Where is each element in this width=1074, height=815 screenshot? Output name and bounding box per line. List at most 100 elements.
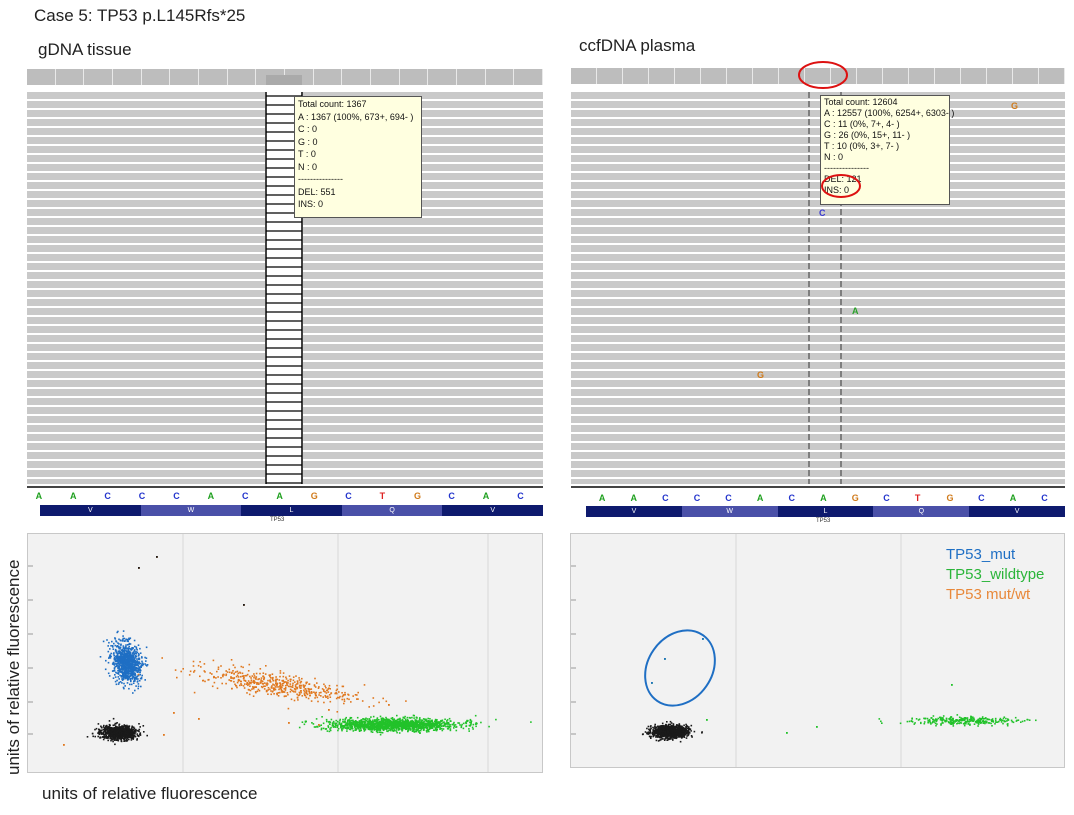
right-droplet-scatter xyxy=(571,534,1037,767)
amino-acid-block: V xyxy=(442,505,543,516)
sequence-base: G xyxy=(946,493,954,503)
sequence-base: G xyxy=(414,491,422,501)
coverage-segment xyxy=(342,69,371,85)
sequence-base: A xyxy=(207,491,215,501)
legend-item-mutwt: TP53 mut/wt xyxy=(946,586,1031,603)
sequence-base: A xyxy=(756,493,764,503)
tooltip-line: T : 10 (0%, 3+, 7- ) xyxy=(824,141,900,151)
coverage-dip xyxy=(266,75,302,85)
sequence-base: C xyxy=(662,493,669,503)
right-divider xyxy=(571,486,1065,488)
amino-acid-block: V xyxy=(969,506,1065,517)
figure-title: Case 5: TP53 p.L145Rfs*25 xyxy=(34,6,246,25)
amino-acid-block: V xyxy=(586,506,682,517)
x-axis-label: units of relative fluorescence xyxy=(42,784,258,803)
mutant-droplet-cluster xyxy=(99,630,149,694)
right-mismatch-base-4: G xyxy=(757,370,765,380)
coverage-segment xyxy=(701,68,727,84)
right-coverage-highlight-circle xyxy=(798,61,848,89)
sequence-base: C xyxy=(1041,493,1048,503)
amino-acid-block: W xyxy=(140,505,242,516)
coverage-segment xyxy=(675,68,701,84)
right-read-alignment-area xyxy=(571,92,1065,484)
right-panel-title: ccfDNA plasma xyxy=(579,36,696,55)
coverage-segment xyxy=(428,69,457,85)
right-deletion-highlight-circle xyxy=(821,174,861,198)
mutant-droplet-highlight-ellipse xyxy=(644,629,716,707)
wildtype-droplet-cluster xyxy=(878,714,1037,727)
coverage-segment xyxy=(84,69,113,85)
sequence-base: C xyxy=(104,491,111,501)
stray-droplets xyxy=(651,638,953,734)
tooltip-line: N : 0 xyxy=(824,152,844,162)
coverage-segment xyxy=(313,69,343,85)
coverage-segment xyxy=(831,68,857,84)
sequence-base: A xyxy=(820,493,827,503)
sequence-base: T xyxy=(379,491,386,501)
right-coverage-track xyxy=(571,68,1065,84)
coverage-segment xyxy=(457,69,486,85)
tooltip-line: Total count: 12604 xyxy=(824,97,898,107)
coverage-segment xyxy=(371,69,400,85)
amino-acid-block: V xyxy=(40,505,141,516)
mutwt-droplet-cluster xyxy=(137,657,407,713)
coverage-segment xyxy=(857,68,883,84)
coverage-segment xyxy=(485,69,515,85)
sequence-base: C xyxy=(242,491,249,501)
right-base-count-tooltip: Total count: 12604 A : 12557 (100%, 6254+… xyxy=(820,95,955,205)
tooltip-line: A : 12557 (100%, 6254+, 6303- ) xyxy=(824,108,955,118)
left-droplet-scatter xyxy=(28,534,532,772)
right-gene-label: TP53 xyxy=(816,518,831,524)
right-droplet-plot xyxy=(570,533,1065,768)
sequence-base: C xyxy=(517,491,524,501)
sequence-base: A xyxy=(482,491,490,501)
coverage-segment xyxy=(753,68,779,84)
left-base-count-tooltip: Total count: 1367 A : 1367 (100%, 673+, 6… xyxy=(294,96,422,218)
coverage-segment xyxy=(199,69,228,85)
amino-acid-block: Q xyxy=(341,505,443,516)
coverage-segment xyxy=(779,68,805,84)
tooltip-line: T : 0 xyxy=(298,149,316,159)
sequence-base: A xyxy=(35,491,43,501)
coverage-segment xyxy=(805,68,831,84)
sequence-base: A xyxy=(598,493,606,503)
tooltip-line: G : 26 (0%, 15+, 11- ) xyxy=(824,130,911,140)
tooltip-line: INS: 0 xyxy=(298,199,324,209)
left-coverage-track xyxy=(27,69,543,85)
left-divider xyxy=(27,486,543,488)
negative-droplet-cluster xyxy=(86,717,148,746)
sequence-base: A xyxy=(70,491,77,501)
sequence-base: C xyxy=(883,493,890,503)
sequence-base: C xyxy=(693,493,701,503)
sequence-base: A xyxy=(1009,493,1017,503)
sequence-base: G xyxy=(310,491,318,501)
coverage-segment xyxy=(113,69,142,85)
left-gene-label: TP53 xyxy=(270,517,285,523)
amino-acid-block: Q xyxy=(873,506,970,517)
legend-item-wildtype: TP53_wildtype xyxy=(946,566,1045,583)
tooltip-line: --------------- xyxy=(298,174,343,184)
sequence-base: T xyxy=(914,493,921,503)
droplet-legend: TP53_mut TP53_wildtype TP53 mut/wt xyxy=(946,545,1044,605)
amino-acid-block: W xyxy=(681,506,778,517)
sequence-base: C xyxy=(138,491,146,501)
coverage-segment xyxy=(227,69,257,85)
sequence-base: A xyxy=(276,491,283,501)
coverage-segment xyxy=(1039,68,1065,84)
amino-acid-block: L xyxy=(777,506,874,517)
coverage-segment xyxy=(170,69,199,85)
mutant-droplets xyxy=(651,638,704,684)
tooltip-line: C : 11 (0%, 7+, 4- ) xyxy=(824,119,900,129)
stray-droplets xyxy=(63,556,390,746)
tooltip-line: INS: 0 xyxy=(824,185,850,195)
coverage-segment xyxy=(727,68,753,84)
coverage-segment xyxy=(987,68,1013,84)
right-mismatch-base-1: G xyxy=(1011,101,1019,111)
coverage-segment xyxy=(935,68,961,84)
negative-droplet-cluster xyxy=(641,720,703,743)
coverage-segment xyxy=(883,68,909,84)
coverage-segment xyxy=(55,69,85,85)
